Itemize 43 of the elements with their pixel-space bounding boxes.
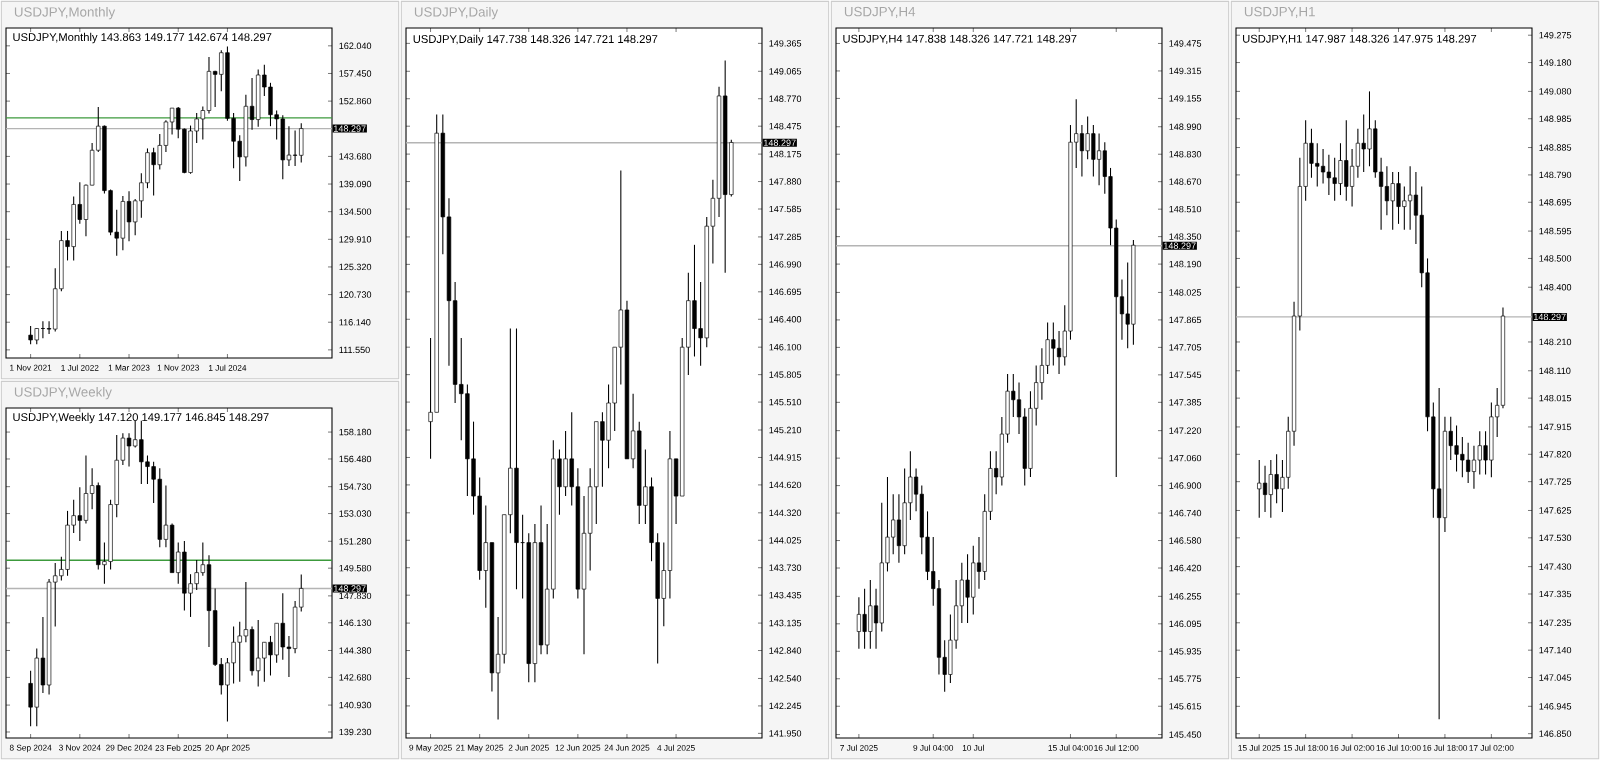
candlestick: [1097, 133, 1102, 186]
candlestick: [1051, 321, 1056, 366]
candlestick: [1257, 459, 1262, 519]
candlestick: [139, 420, 144, 485]
candlestick: [965, 553, 970, 624]
candlestick: [256, 69, 261, 128]
candlestick: [286, 125, 292, 167]
candlestick: [126, 190, 132, 242]
candlestick: [1466, 442, 1471, 484]
candlestick: [77, 486, 83, 542]
candlestick: [563, 430, 568, 497]
candlestick: [1085, 115, 1090, 160]
candlestick: [1396, 171, 1401, 225]
candlestick: [1361, 113, 1366, 173]
candlestick: [1326, 154, 1331, 196]
candlestick: [1332, 157, 1337, 202]
candlestick: [280, 114, 285, 180]
candlestick: [292, 129, 298, 167]
candlestick: [1390, 171, 1395, 231]
candlestick: [1274, 453, 1279, 504]
candlestick: [971, 545, 976, 615]
candlestick: [1344, 119, 1349, 202]
candlestick: [1056, 330, 1062, 375]
candlestick: [692, 244, 697, 358]
candlestick: [28, 325, 33, 345]
candlestick: [868, 579, 873, 650]
candlestick: [151, 147, 156, 196]
candlestick: [1268, 459, 1273, 519]
candlestick: [1262, 465, 1268, 513]
candlestick: [1454, 424, 1459, 473]
candlestick: [1367, 90, 1372, 167]
candlestick: [1309, 128, 1314, 179]
candlestick: [1338, 142, 1343, 196]
candlestick: [862, 588, 867, 650]
candlestick: [256, 619, 261, 688]
candlestick: [1437, 387, 1442, 720]
candlestick: [299, 122, 304, 164]
candlestick: [896, 493, 901, 564]
candlestick: [120, 195, 126, 251]
candlestick: [1408, 165, 1413, 231]
candlestick: [1091, 124, 1096, 178]
candlestick: [182, 540, 187, 612]
candlestick: [856, 596, 861, 650]
